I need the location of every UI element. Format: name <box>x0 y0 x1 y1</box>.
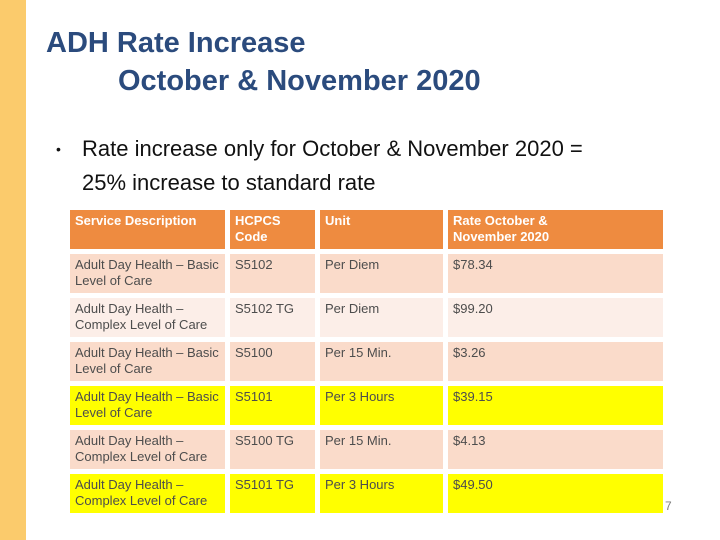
cell-hcpcs-code: S5100 <box>225 337 320 386</box>
table-row: Adult Day Health – Basic Level of Care S5… <box>65 381 668 430</box>
bullet-text: Rate increase only for October & Novembe… <box>82 132 583 200</box>
cell-rate: $39.15 <box>443 381 668 430</box>
cell-rate: $49.50 <box>443 469 668 518</box>
cell-service-description: Adult Day Health – Basic Level of Care <box>65 337 230 386</box>
rates-table: Service Description HCPCS Code Unit Rate… <box>65 205 668 518</box>
header-hcpcs-code: HCPCS Code <box>225 205 320 254</box>
cell-unit: Per 3 Hours <box>315 381 448 430</box>
cell-rate: $3.26 <box>443 337 668 386</box>
cell-rate: $4.13 <box>443 425 668 474</box>
cell-unit: Per Diem <box>315 249 448 298</box>
table-row: Adult Day Health – Basic Level of Care S5… <box>65 337 668 386</box>
cell-service-description: Adult Day Health – Basic Level of Care <box>65 381 230 430</box>
table-header-row: Service Description HCPCS Code Unit Rate… <box>65 205 668 254</box>
cell-hcpcs-code: S5101 <box>225 381 320 430</box>
cell-hcpcs-code: S5100 TG <box>225 425 320 474</box>
header-service-description: Service Description <box>65 205 230 254</box>
table-row: Adult Day Health – Complex Level of Care… <box>65 425 668 474</box>
header-unit: Unit <box>315 205 448 254</box>
cell-hcpcs-code: S5101 TG <box>225 469 320 518</box>
cell-rate: $99.20 <box>443 293 668 342</box>
cell-rate: $78.34 <box>443 249 668 298</box>
page-number: 7 <box>665 499 672 513</box>
cell-service-description: Adult Day Health – Complex Level of Care <box>65 293 230 342</box>
bullet-text-line1: Rate increase only for October & Novembe… <box>82 136 583 161</box>
bullet-text-line2: 25% increase to standard rate <box>82 170 376 195</box>
table-row: Adult Day Health – Complex Level of Care… <box>65 293 668 342</box>
cell-service-description: Adult Day Health – Basic Level of Care <box>65 249 230 298</box>
table-row: Adult Day Health – Complex Level of Care… <box>65 469 668 518</box>
table-body: Adult Day Health – Basic Level of Care S5… <box>65 249 668 518</box>
cell-service-description: Adult Day Health – Complex Level of Care <box>65 469 230 518</box>
cell-hcpcs-code: S5102 TG <box>225 293 320 342</box>
bullet-item: • Rate increase only for October & Novem… <box>56 132 583 200</box>
cell-service-description: Adult Day Health – Complex Level of Care <box>65 425 230 474</box>
accent-stripe <box>0 0 26 540</box>
cell-unit: Per 15 Min. <box>315 425 448 474</box>
slide-title-line2: October & November 2020 <box>118 65 481 97</box>
cell-unit: Per Diem <box>315 293 448 342</box>
cell-unit: Per 3 Hours <box>315 469 448 518</box>
cell-hcpcs-code: S5102 <box>225 249 320 298</box>
cell-unit: Per 15 Min. <box>315 337 448 386</box>
header-rate: Rate October & November 2020 <box>443 205 668 254</box>
bullet-marker: • <box>56 141 61 157</box>
slide-title-line1: ADH Rate Increase <box>46 27 306 59</box>
rates-table-container: Service Description HCPCS Code Unit Rate… <box>65 205 668 518</box>
table-row: Adult Day Health – Basic Level of Care S5… <box>65 249 668 298</box>
slide-title: ADH Rate Increase October & November 202… <box>46 24 481 100</box>
